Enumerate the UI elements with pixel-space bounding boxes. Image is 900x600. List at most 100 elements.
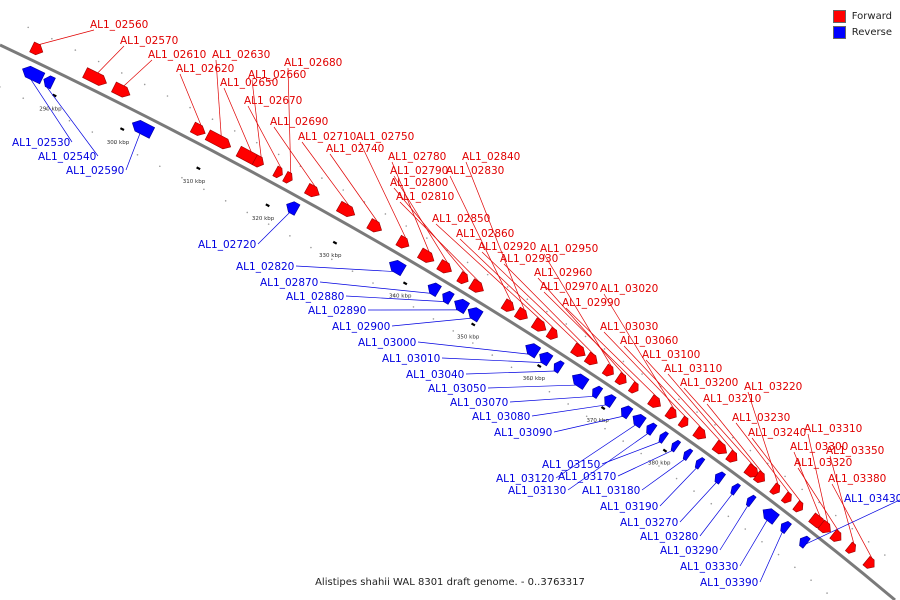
forward-leader-line: [751, 437, 802, 503]
reverse-gene: [427, 282, 442, 298]
reverse-gene: [454, 298, 471, 315]
scale-dot: [351, 270, 354, 272]
forward-leader-line: [829, 455, 855, 544]
forward-gene: [862, 555, 875, 569]
forward-leader-line: [793, 451, 821, 518]
forward-gene-label: AL1_02690: [270, 116, 328, 128]
scale-dot: [784, 475, 786, 478]
reverse-gene-label: AL1_03290: [660, 545, 718, 557]
forward-leader-line: [807, 433, 829, 524]
scale-dot: [97, 60, 100, 63]
scale-dot: [321, 177, 323, 179]
scale-tick-label: 340 kbp: [389, 294, 412, 300]
reverse-gene: [658, 431, 669, 444]
scale-dot: [640, 452, 642, 455]
scale-dot: [603, 348, 606, 350]
forward-leader-line: [215, 59, 222, 136]
scale-dot: [45, 108, 48, 111]
scale-tick-label: 350 kbp: [457, 335, 480, 341]
reverse-gene-label: AL1_03050: [428, 383, 486, 395]
scale-dot: [189, 106, 191, 109]
forward-leader-line: [503, 263, 595, 356]
reverse-leader-line: [441, 357, 543, 363]
reverse-gene-label: AL1_03120: [496, 473, 554, 485]
reverse-leader-line: [739, 519, 768, 567]
reverse-gene-label: AL1_03390: [700, 577, 758, 589]
reverse-gene: [730, 483, 741, 496]
forward-gene: [614, 372, 627, 386]
scale-dot: [372, 282, 374, 284]
forward-leader-line: [537, 277, 625, 376]
scale-dot: [277, 153, 280, 156]
reverse-gene-label: AL1_03330: [680, 561, 738, 573]
forward-gene: [500, 298, 515, 312]
scale-dot: [51, 37, 53, 40]
scale-dot: [342, 189, 345, 191]
genome-caption: Alistipes shahii WAL 8301 draft genome. …: [315, 577, 585, 588]
scale-dot: [255, 141, 258, 144]
reverse-gene: [389, 260, 407, 277]
scale-dot: [884, 554, 886, 556]
scale-tick: [119, 127, 125, 131]
forward-gene: [780, 491, 792, 504]
reverse-leader-line: [30, 78, 73, 143]
scale-dot: [486, 273, 489, 276]
forward-leader-line: [329, 153, 378, 222]
scale-dot: [466, 261, 469, 264]
reverse-gene-label: AL1_03130: [508, 485, 566, 497]
forward-leader-line: [623, 345, 704, 430]
scale-dot: [678, 398, 680, 401]
reverse-leader-line: [801, 499, 900, 547]
forward-leader-line: [393, 175, 448, 264]
scale-tick-label: 310 kbp: [183, 179, 206, 185]
reverse-gene-label: AL1_02590: [66, 165, 124, 177]
reverse-gene-label: AL1_03280: [640, 531, 698, 543]
forward-gene-label: AL1_03020: [600, 283, 658, 295]
scale-dot: [749, 449, 752, 452]
scale-dot: [91, 131, 94, 133]
forward-leader-line: [359, 141, 407, 239]
reverse-leader-line: [417, 341, 530, 355]
forward-gene-label: AL1_03060: [620, 335, 678, 347]
reverse-gene-label: AL1_03150: [542, 459, 600, 471]
reverse-gene-label: AL1_03090: [494, 427, 552, 439]
reverse-gene: [553, 360, 565, 374]
scale-dot: [658, 465, 660, 467]
scale-dot: [761, 540, 763, 543]
leader-lines: [30, 29, 900, 583]
scale-dot: [68, 119, 71, 122]
forward-gene-label: AL1_03110: [664, 363, 722, 375]
scale-dot: [289, 235, 291, 237]
scale-dot: [529, 378, 532, 381]
reverse-gene: [682, 448, 694, 461]
forward-gene: [111, 81, 131, 98]
scale-tick: [196, 166, 201, 171]
backbone-arc: [0, 43, 896, 600]
reverse-gene: [539, 351, 554, 367]
reverse-leader-line: [601, 441, 661, 465]
forward-gene: [725, 449, 738, 463]
reverse-gene: [525, 343, 542, 359]
forward-leader-line: [97, 45, 125, 74]
forward-gene-label: AL1_03300: [790, 441, 848, 453]
forward-gene-label: AL1_03030: [600, 321, 658, 333]
forward-gene-label: AL1_02650: [220, 77, 278, 89]
forward-gene-label: AL1_02570: [120, 35, 178, 47]
reverse-leader-line: [125, 132, 141, 171]
forward-gene: [677, 415, 689, 428]
forward-gene: [416, 247, 435, 263]
forward-gene: [570, 342, 586, 357]
forward-gene: [817, 519, 831, 534]
forward-gene: [29, 41, 44, 56]
forward-gene: [627, 381, 639, 394]
reverse-gene: [694, 457, 706, 470]
forward-gene-label: AL1_02800: [390, 177, 448, 189]
scale-tick: [332, 240, 338, 245]
reverse-gene-label: AL1_03170: [558, 471, 616, 483]
forward-gene-label: AL1_02960: [534, 267, 592, 279]
scale-dot: [405, 225, 408, 227]
forward-gene-label: AL1_02750: [356, 131, 414, 143]
reverse-gene: [592, 385, 604, 399]
reverse-gene-label: AL1_03000: [358, 337, 416, 349]
forward-gene-label: AL1_02840: [462, 151, 520, 163]
